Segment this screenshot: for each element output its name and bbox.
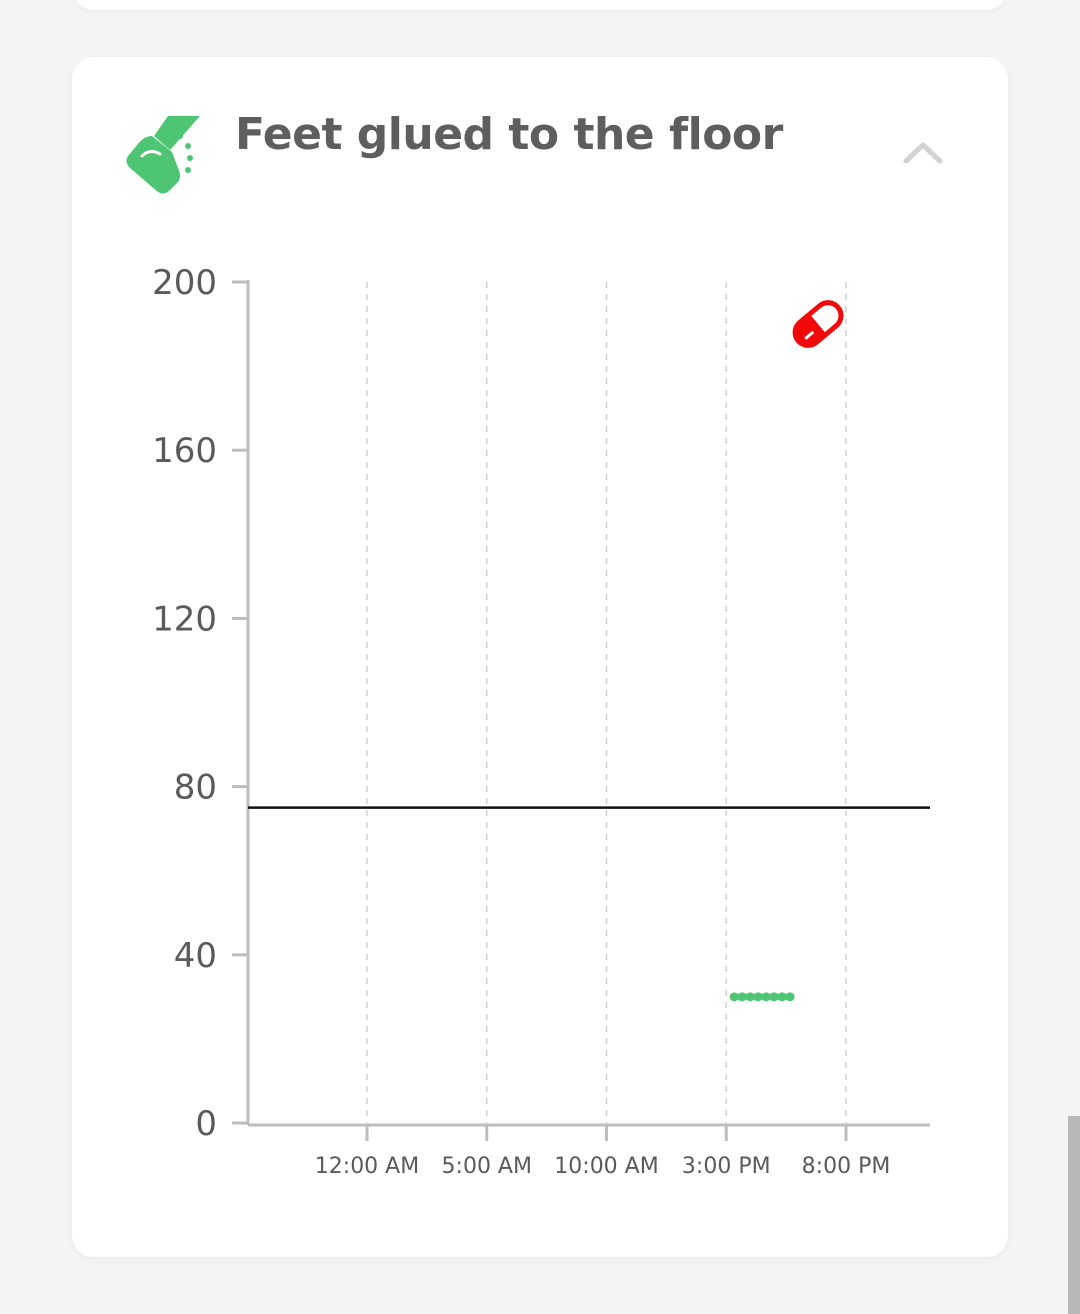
y-tick-label: 200 [152,263,217,303]
series-point[interactable] [753,992,763,1002]
pill-half [795,314,827,346]
chevron-up-icon[interactable] [898,133,948,173]
x-tick-label: 12:00 AM [315,1154,419,1179]
grid-lines [366,282,847,1123]
y-tick-label: 120 [152,599,217,639]
y-tick-label: 0 [195,1104,217,1144]
y-tick-label: 160 [152,431,217,471]
x-axis-ticks: 12:00 AM 5:00 AM 10:00 AM 3:00 PM 8:00 PM [315,1125,891,1179]
x-tick-label: 8:00 PM [802,1154,891,1179]
x-tick-label: 5:00 AM [442,1154,532,1179]
x-tick-label: 10:00 AM [554,1154,658,1179]
series-point[interactable] [745,992,755,1002]
y-axis-ticks: 0 40 80 120 160 200 [152,263,248,1144]
series-point[interactable] [769,992,779,1002]
chart-axes [246,280,930,1127]
foot-glued-icon [126,116,200,194]
card-title: Feet glued to the floor [235,109,783,160]
series-point[interactable] [737,992,747,1002]
previous-card-edge [72,0,1008,10]
series-point[interactable] [761,992,771,1002]
symptom-card: Feet glued to the floor [72,57,1008,1257]
x-tick-label: 3:00 PM [682,1154,771,1179]
markers-group [790,297,847,350]
series-point[interactable] [785,992,795,1002]
y-tick-label: 80 [174,768,217,808]
series-point[interactable] [729,992,739,1002]
pill-icon[interactable] [790,297,847,350]
series-point[interactable] [777,992,787,1002]
pill-highlight [804,331,814,340]
series-group [729,992,795,1002]
y-tick-label: 40 [174,936,217,976]
scrollbar[interactable] [1068,1116,1080,1314]
